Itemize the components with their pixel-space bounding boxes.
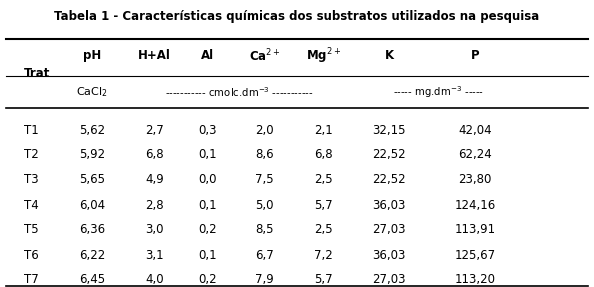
Text: T6: T6: [24, 249, 39, 262]
Text: Ca$^{2+}$: Ca$^{2+}$: [248, 48, 280, 64]
Text: 8,6: 8,6: [255, 148, 274, 162]
Text: Mg$^{2+}$: Mg$^{2+}$: [306, 46, 342, 66]
Text: 0,1: 0,1: [198, 249, 217, 262]
Text: 5,92: 5,92: [79, 148, 105, 162]
Text: 0,1: 0,1: [198, 148, 217, 162]
Text: ----- mg.dm$^{-3}$ -----: ----- mg.dm$^{-3}$ -----: [393, 84, 484, 100]
Text: 0,0: 0,0: [198, 173, 217, 186]
Text: Tabela 1 - Características químicas dos substratos utilizados na pesquisa: Tabela 1 - Características químicas dos …: [55, 10, 539, 23]
Text: 0,3: 0,3: [198, 124, 217, 137]
Text: 2,7: 2,7: [145, 124, 164, 137]
Text: 22,52: 22,52: [372, 148, 406, 162]
Text: 2,5: 2,5: [314, 173, 333, 186]
Text: 0,2: 0,2: [198, 223, 217, 236]
Text: T3: T3: [24, 173, 39, 186]
Text: 124,16: 124,16: [454, 199, 496, 212]
Text: 32,15: 32,15: [372, 124, 406, 137]
Text: 36,03: 36,03: [372, 199, 406, 212]
Text: H+Al: H+Al: [138, 49, 171, 63]
Text: 6,36: 6,36: [79, 223, 105, 236]
Text: ----------- cmolc.dm$^{-3}$ -----------: ----------- cmolc.dm$^{-3}$ -----------: [165, 85, 314, 99]
Text: 3,0: 3,0: [145, 223, 164, 236]
Text: 6,7: 6,7: [255, 249, 274, 262]
Text: 23,80: 23,80: [459, 173, 492, 186]
Text: 2,1: 2,1: [314, 124, 333, 137]
Text: pH: pH: [83, 49, 101, 63]
Text: K: K: [384, 49, 394, 63]
Text: T2: T2: [24, 148, 39, 162]
Text: 7,2: 7,2: [314, 249, 333, 262]
Text: 0,2: 0,2: [198, 273, 217, 286]
Text: 6,22: 6,22: [79, 249, 105, 262]
Text: 27,03: 27,03: [372, 223, 406, 236]
Text: 113,20: 113,20: [454, 273, 496, 286]
Text: 42,04: 42,04: [459, 124, 492, 137]
Text: 3,1: 3,1: [145, 249, 164, 262]
Text: 5,65: 5,65: [79, 173, 105, 186]
Text: T1: T1: [24, 124, 39, 137]
Text: 4,9: 4,9: [145, 173, 164, 186]
Text: 36,03: 36,03: [372, 249, 406, 262]
Text: T5: T5: [24, 223, 39, 236]
Text: 6,8: 6,8: [314, 148, 333, 162]
Text: 125,67: 125,67: [454, 249, 496, 262]
Text: 7,9: 7,9: [255, 273, 274, 286]
Text: 113,91: 113,91: [454, 223, 496, 236]
Text: 7,5: 7,5: [255, 173, 274, 186]
Text: P: P: [471, 49, 479, 63]
Text: 5,7: 5,7: [314, 199, 333, 212]
Text: 2,8: 2,8: [145, 199, 164, 212]
Text: T7: T7: [24, 273, 39, 286]
Text: 62,24: 62,24: [459, 148, 492, 162]
Text: 27,03: 27,03: [372, 273, 406, 286]
Text: 2,5: 2,5: [314, 223, 333, 236]
Text: 6,45: 6,45: [79, 273, 105, 286]
Text: 5,7: 5,7: [314, 273, 333, 286]
Text: 0,1: 0,1: [198, 199, 217, 212]
Text: CaCl$_2$: CaCl$_2$: [76, 85, 108, 99]
Text: T4: T4: [24, 199, 39, 212]
Text: 5,62: 5,62: [79, 124, 105, 137]
Text: Trat: Trat: [24, 67, 50, 80]
Text: 2,0: 2,0: [255, 124, 274, 137]
Text: 6,8: 6,8: [145, 148, 164, 162]
Text: Al: Al: [201, 49, 214, 63]
Text: 4,0: 4,0: [145, 273, 164, 286]
Text: 8,5: 8,5: [255, 223, 274, 236]
Text: 6,04: 6,04: [79, 199, 105, 212]
Text: 22,52: 22,52: [372, 173, 406, 186]
Text: 5,0: 5,0: [255, 199, 274, 212]
